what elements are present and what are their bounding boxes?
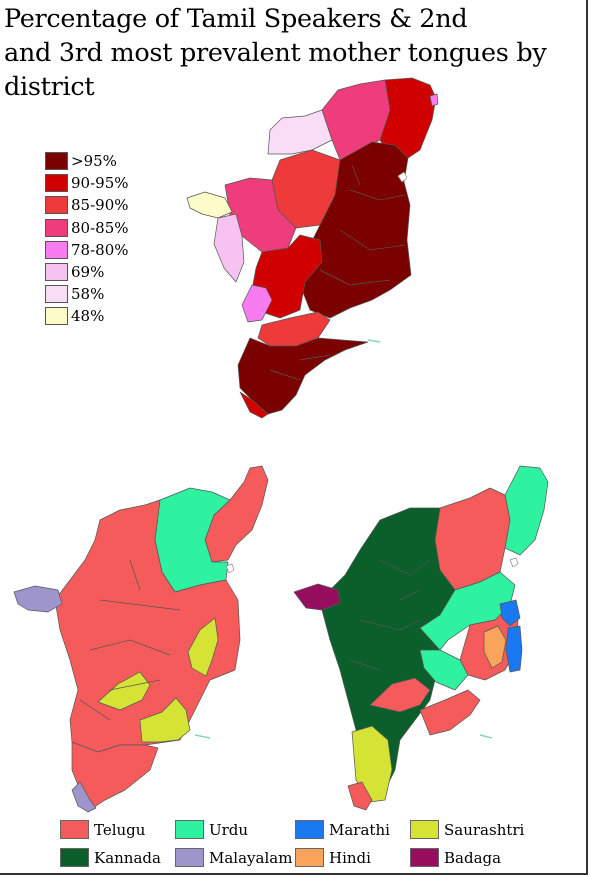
l-district-malayalam-west [13, 585, 63, 613]
r-district-hindi [483, 625, 507, 669]
legend-label: Saurashtri [444, 820, 525, 839]
tamil-legend-item: >95% [45, 150, 129, 172]
title-line-1: Percentage of Tamil Speakers & 2nd [4, 4, 468, 34]
tamil-legend-item: 48% [45, 305, 129, 327]
legend-label: Telugu [94, 820, 146, 839]
legend-swatch [45, 263, 68, 282]
language-legend-item: Telugu [60, 820, 145, 839]
tamil-legend-item: 69% [45, 261, 129, 283]
district-west-69 [213, 213, 245, 283]
language-legend-item: Saurashtri [410, 820, 524, 839]
tamil-legend-item: 90-95% [45, 172, 129, 194]
tamil-legend-item: 78-80% [45, 239, 129, 261]
legend-label: 80-85% [71, 218, 129, 237]
tamil-percentage-legend: >95% 90-95% 85-90% 80-85% 78-80% 69% 58% 48% [45, 150, 129, 328]
district-nilgiris [186, 191, 233, 219]
language-legend: Telugu Urdu Marathi Saurashtri Kannada Malaya… [60, 820, 590, 876]
legend-swatch [45, 152, 68, 171]
legend-label: 69% [71, 263, 105, 282]
legend-swatch [295, 820, 324, 839]
l-district-saurashtri-south [139, 697, 191, 743]
language-legend-item: Marathi [295, 820, 390, 839]
language-legend-item: Urdu [175, 820, 248, 839]
language-legend-item: Kannada [60, 848, 161, 867]
pulicat-lake-2 [225, 563, 235, 574]
map-title: Percentage of Tamil Speakers & 2nd and 3… [4, 2, 588, 104]
r-district-kannada-main [321, 507, 456, 791]
legend-label: Badaga [444, 848, 502, 867]
legend-label: 85-90% [71, 196, 129, 215]
pulicat-lake [397, 171, 408, 183]
legend-swatch [410, 848, 439, 867]
legend-swatch [295, 848, 324, 867]
legend-swatch [45, 307, 68, 326]
r-district-telugu-mid [369, 677, 431, 713]
language-legend-item: Malayalam [175, 848, 292, 867]
r-district-marathi-east [505, 625, 523, 673]
r-district-badaga [293, 583, 341, 611]
third-language-map [293, 465, 549, 811]
l-district-malayalam-south [71, 781, 97, 813]
legend-swatch [45, 218, 68, 237]
island-line-right [479, 734, 493, 739]
legend-label: 58% [71, 285, 105, 304]
second-language-map [13, 465, 269, 813]
tamil-legend-item: 85-90% [45, 194, 129, 216]
r-district-urdu-west [419, 649, 469, 691]
island-line-left [194, 734, 211, 739]
tamil-legend-item: 58% [45, 283, 129, 305]
legend-swatch [45, 174, 68, 193]
pulicat-lake-3 [509, 557, 519, 568]
language-legend-item: Hindi [295, 848, 371, 867]
l-district-saurashtri-mid [97, 671, 151, 711]
district-north-west-58 [267, 109, 333, 155]
legend-swatch [410, 820, 439, 839]
district-north-belt [321, 79, 391, 161]
district-chennai-tip [429, 93, 439, 107]
legend-label: >95% [71, 152, 117, 171]
legend-swatch [45, 196, 68, 215]
legend-label: 78-80% [71, 240, 129, 259]
legend-label: 48% [71, 307, 105, 326]
legend-swatch [45, 285, 68, 304]
title-line-2: and 3rd most prevalent mother tongues by… [4, 38, 547, 102]
district-coimbatore [241, 284, 273, 323]
island-line-top [367, 339, 381, 343]
legend-label: Urdu [209, 820, 249, 839]
district-south-tip [239, 391, 269, 419]
legend-label: Marathi [329, 820, 390, 839]
legend-swatch [45, 240, 68, 259]
r-district-marathi-north [499, 599, 521, 627]
r-district-urdu-northeast [504, 465, 549, 556]
legend-label: Hindi [329, 848, 371, 867]
district-south [237, 337, 369, 415]
tamil-legend-item: 80-85% [45, 217, 129, 239]
legend-swatch [60, 820, 89, 839]
r-district-telugu-south-tip [347, 781, 373, 811]
legend-swatch [175, 820, 204, 839]
legend-swatch [60, 848, 89, 867]
legend-label: Kannada [94, 848, 161, 867]
legend-label: 90-95% [71, 174, 129, 193]
r-district-telugu-south-east [419, 689, 481, 736]
l-district-saurashtri-east [187, 617, 219, 677]
legend-swatch [175, 848, 204, 867]
language-legend-item: Badaga [410, 848, 501, 867]
legend-label: Malayalam [209, 848, 293, 867]
